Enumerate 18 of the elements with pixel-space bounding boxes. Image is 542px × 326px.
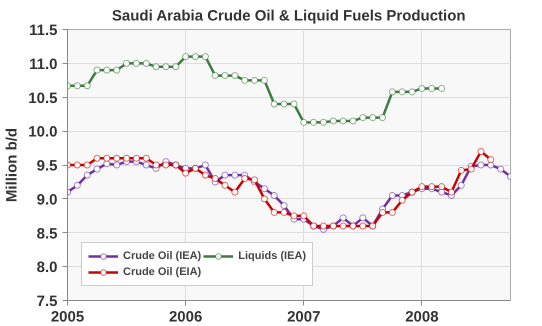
y-tick-label: 11.0 (29, 56, 58, 73)
y-tick-label: 9.0 (36, 191, 58, 208)
y-tick-label: 9.5 (36, 158, 58, 174)
x-tick-label: 2007 (287, 308, 320, 326)
y-tick-label: 8.0 (36, 259, 58, 276)
x-tick-label: 2006 (168, 308, 202, 326)
x-tick-label: 2008 (405, 308, 439, 326)
x-tick-label: 2005 (50, 308, 84, 326)
y-tick-label: 10.0 (28, 124, 58, 141)
legend-label: Crude Oil (IEA) (123, 249, 202, 263)
y-axis-title: Million b/d (3, 128, 20, 202)
chart-title: Saudi Arabia Crude Oil & Liquid Fuels Production (112, 8, 466, 24)
legend-label: Crude Oil (EIA) (123, 265, 202, 279)
y-tick-label: 10.5 (28, 90, 58, 107)
y-tick-label: 7.5 (36, 293, 58, 310)
legend-label: Liquids (IEA) (238, 249, 306, 263)
y-tick-label: 11.5 (29, 22, 58, 39)
y-tick-label: 8.5 (36, 225, 58, 242)
